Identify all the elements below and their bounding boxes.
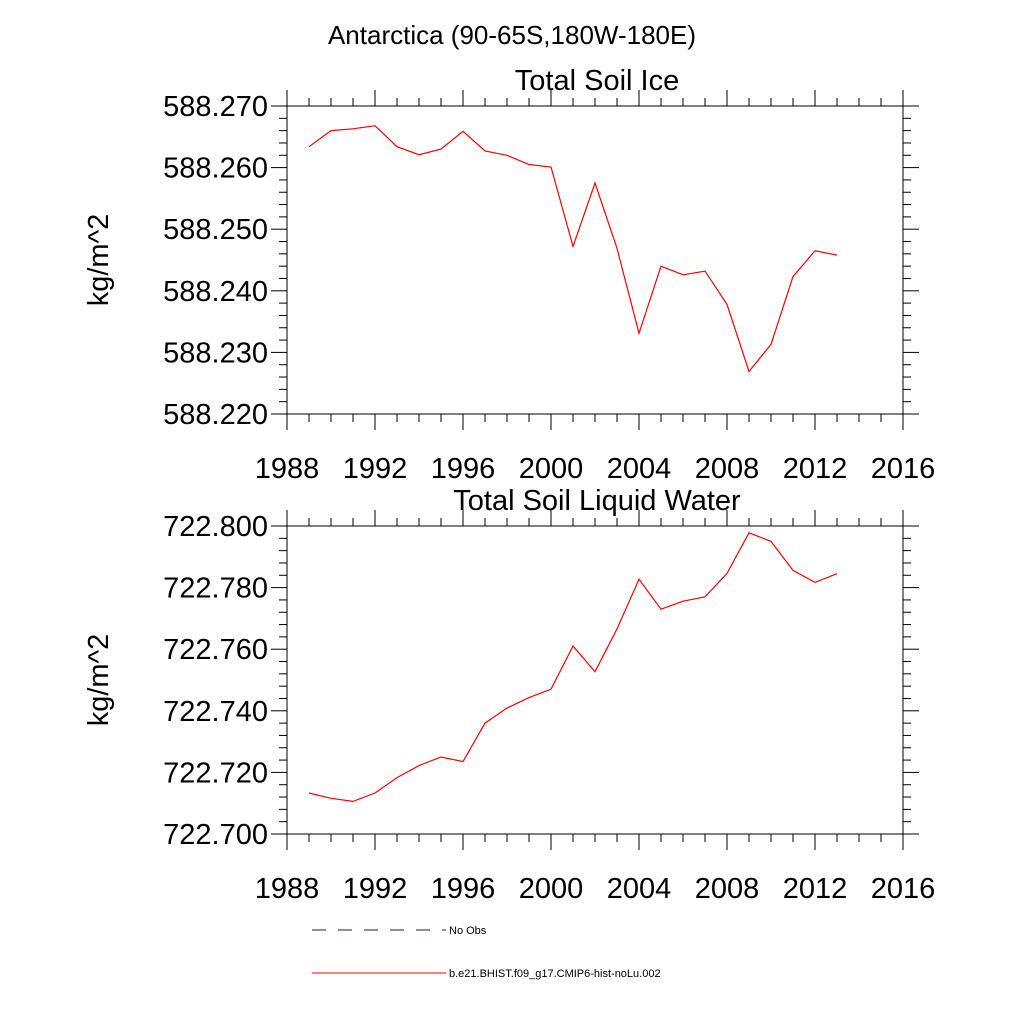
plot-frame	[286, 525, 904, 835]
series-line	[308, 125, 838, 373]
x-tick-label: 2012	[783, 873, 848, 905]
y-tick-label: 722.780	[163, 573, 268, 605]
x-tick-label: 1996	[431, 453, 496, 485]
y-tick-label: 588.250	[163, 214, 268, 246]
series-line	[308, 532, 838, 803]
x-tick-label: 2000	[519, 873, 584, 905]
x-tick-label: 1988	[255, 453, 320, 485]
y-tick-label: 588.220	[163, 399, 268, 431]
x-tick-label: 1992	[343, 873, 408, 905]
x-tick-label: 2012	[783, 453, 848, 485]
x-tick-label: 2000	[519, 453, 584, 485]
y-tick-label: 588.230	[163, 337, 268, 369]
x-tick-label: 1992	[343, 453, 408, 485]
y-tick-label: 722.720	[163, 757, 268, 789]
x-tick-label: 2008	[695, 453, 760, 485]
y-tick-label: 588.270	[163, 91, 268, 123]
x-tick-label: 2004	[607, 453, 672, 485]
x-tick-label: 2016	[871, 873, 936, 905]
y-tick-label: 588.240	[163, 276, 268, 308]
chart-panel-total-soil-ice: Total Soil Ice 588.220 588.230 588.240 588.2…	[83, 65, 935, 485]
x-tick-label: 1988	[255, 873, 320, 905]
x-tick-label: 2008	[695, 873, 760, 905]
y-axis-label: kg/m^2	[83, 634, 115, 727]
y-tick-label: 722.700	[163, 819, 268, 851]
page-title: Antarctica (90-65S,180W-180E)	[328, 20, 696, 50]
y-tick-label: 722.760	[163, 634, 268, 666]
chart-title: Total Soil Liquid Water	[453, 485, 741, 517]
chart-title: Total Soil Ice	[515, 65, 679, 97]
x-tick-label: 2016	[871, 453, 936, 485]
x-tick-label: 2004	[607, 873, 672, 905]
y-axis-label: kg/m^2	[83, 214, 115, 307]
chart-panel-total-soil-liquid-water: Total Soil Liquid Water 722.700 722.720 722…	[83, 485, 935, 905]
x-tick-label: 1996	[431, 873, 496, 905]
y-tick-label: 722.800	[163, 511, 268, 543]
y-tick-label: 722.740	[163, 696, 268, 728]
y-tick-label: 588.260	[163, 153, 268, 185]
plot-frame	[286, 105, 904, 415]
legend-label: No Obs	[449, 925, 487, 937]
legend: No Obs b.e21.BHIST.f09_g17.CMIP6-hist-noL…	[312, 925, 661, 980]
legend-label: b.e21.BHIST.f09_g17.CMIP6-hist-noLu.002	[449, 968, 661, 980]
